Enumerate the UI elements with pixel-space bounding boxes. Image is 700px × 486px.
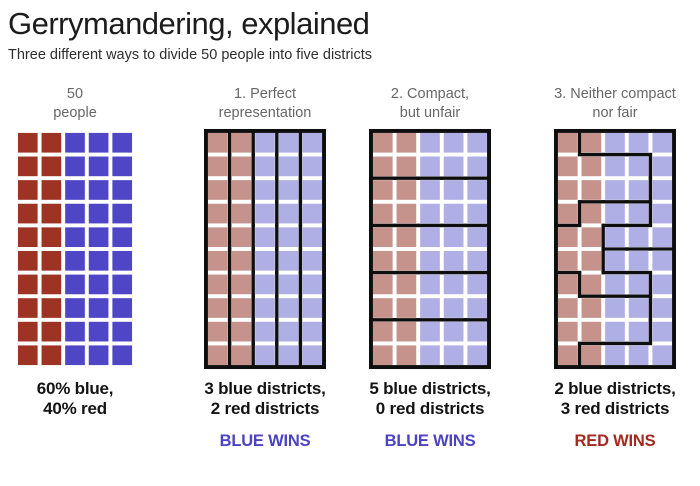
district-grid-compact — [355, 128, 505, 370]
panel-caption-line2: 40% red — [43, 399, 107, 419]
panel-header-line1: 1. Perfect — [233, 86, 297, 102]
panel-header-line2: representation — [218, 104, 312, 121]
panel-caption: 2 blue districts, 3 red districts — [535, 379, 695, 419]
panel-perfect-representation: 1. Perfect representation 3 blue distric… — [190, 85, 340, 451]
panel-caption-line2: 2 red districts — [210, 399, 320, 419]
panel-caption-line2: 3 red districts — [560, 399, 670, 419]
population-grid — [5, 128, 145, 370]
panel-caption: 5 blue districts, 0 red districts — [355, 379, 505, 419]
panel-header: 50 people — [5, 85, 145, 123]
panel-header-line2: nor fair — [592, 104, 638, 121]
panel-caption-line1: 5 blue districts, — [369, 379, 491, 398]
page-title: Gerrymandering, explained — [8, 6, 370, 41]
panel-header-line1: 50 — [66, 86, 84, 102]
panel-header: 1. Perfect representation — [190, 85, 340, 123]
panel-caption: 3 blue districts, 2 red districts — [190, 379, 340, 419]
panel-caption-line1: 2 blue districts, — [554, 379, 676, 398]
panel-header-line2: people — [53, 104, 97, 121]
panel-result: BLUE WINS — [219, 432, 311, 451]
panel-caption-line1: 60% blue, — [36, 379, 114, 398]
panel-50-people: 50 people 60% blue, 40% red — [5, 85, 145, 432]
panel-header-line1: 3. Neither compact — [554, 86, 676, 102]
panel-caption-line1: 3 blue districts, — [204, 379, 326, 398]
panel-header-line1: 2. Compact, — [390, 86, 470, 102]
panel-header: 2. Compact, but unfair — [355, 85, 505, 123]
panel-result: RED WINS — [574, 432, 656, 451]
district-grid-gerrymandered — [535, 128, 695, 370]
panel-caption: 60% blue, 40% red — [5, 379, 145, 419]
panel-header: 3. Neither compact nor fair — [535, 85, 695, 123]
panel-result: BLUE WINS — [384, 432, 476, 451]
district-grid-perfect — [190, 128, 340, 370]
panel-neither-compact-nor-fair: 3. Neither compact nor fair 2 blue distr… — [535, 85, 695, 451]
panel-header-line2: but unfair — [399, 104, 461, 121]
panel-caption-line2: 0 red districts — [375, 399, 485, 419]
page-subtitle: Three different ways to divide 50 people… — [8, 47, 373, 63]
panel-compact-unfair: 2. Compact, but unfair 5 blue districts,… — [355, 85, 505, 451]
